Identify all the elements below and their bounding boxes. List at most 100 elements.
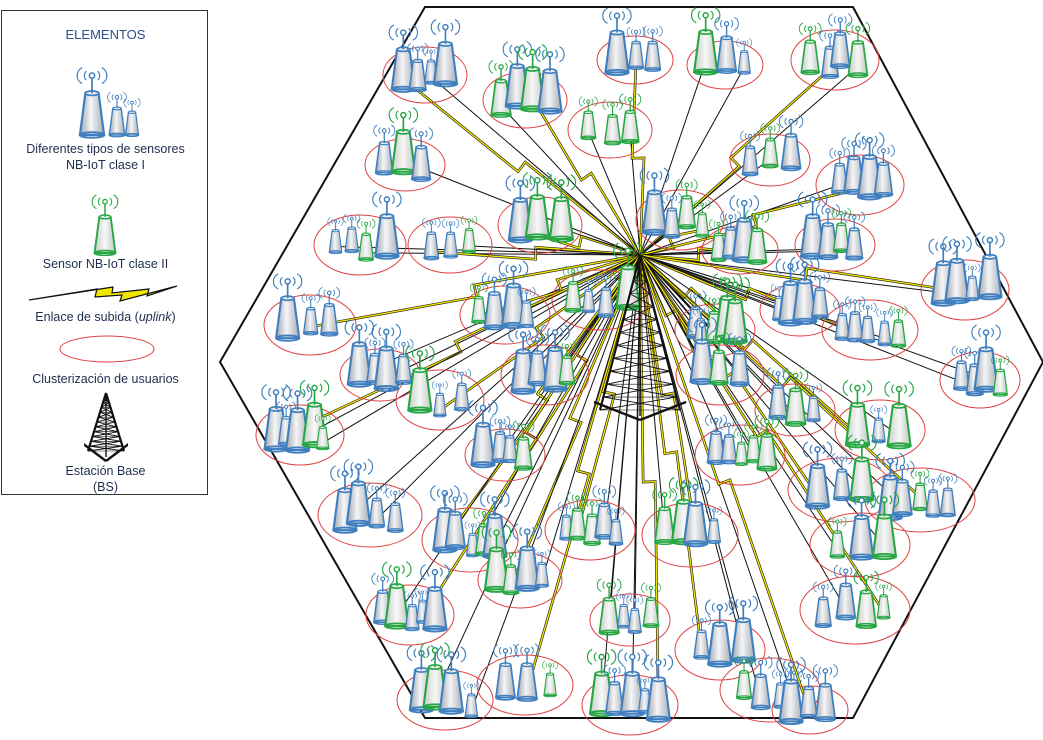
class1-sensor-icon	[512, 523, 542, 592]
uplink-line	[322, 254, 641, 444]
class1-sensor-icon	[705, 505, 723, 544]
uplink-line	[639, 158, 771, 256]
class2-sensor-icon	[91, 194, 119, 256]
class1-sensor-icon	[789, 256, 820, 325]
class1-sensor-icon	[890, 460, 915, 518]
uplink-line	[470, 254, 641, 711]
class2-sensor-icon	[675, 178, 698, 230]
class1-sensor-icon	[422, 217, 441, 261]
class2-sensor-icon	[522, 172, 553, 241]
class1-sensor-icon	[420, 564, 450, 633]
class1-sensor-icon	[463, 681, 480, 719]
cluster-ring	[459, 285, 551, 345]
class2-sensor-icon	[720, 276, 750, 345]
legend-bs-line1: Estación Base	[65, 464, 146, 478]
class1-sensor-icon	[442, 492, 468, 551]
cluster-ring	[589, 593, 671, 647]
class2-sensor-icon	[847, 434, 877, 503]
uplink-line	[376, 254, 641, 520]
class1-sensor-icon	[385, 487, 406, 533]
class1-sensor-icon	[107, 91, 127, 138]
cluster-ring-icon	[59, 335, 155, 363]
class2-sensor-icon	[557, 340, 577, 386]
cluster-ring	[771, 685, 849, 735]
class1-sensor-icon	[318, 286, 340, 337]
class2-sensor-icon	[828, 516, 847, 559]
class1-sensor-icon	[942, 235, 972, 305]
cluster-ring	[551, 269, 649, 331]
class1-sensor-icon	[642, 25, 663, 72]
class2-sensor-icon	[619, 93, 642, 145]
class2-sensor-icon	[694, 199, 711, 238]
cluster-ring	[834, 399, 926, 461]
class1-sensor-icon	[833, 564, 858, 621]
class2-sensor-icon	[602, 98, 623, 146]
class2-sensor-icon	[563, 265, 584, 313]
uplink-line	[639, 254, 730, 456]
class1-sensor-icon	[643, 654, 674, 723]
cluster-ring	[815, 154, 905, 216]
uplink-line	[297, 254, 641, 441]
uplink-line	[494, 254, 641, 546]
class2-sensor-icon	[884, 380, 914, 450]
uplink-line	[434, 254, 641, 697]
uplink-line	[366, 252, 641, 256]
class1-sensor-icon	[845, 296, 866, 343]
class2-sensor-icon	[798, 22, 822, 76]
class2-sensor-icon	[875, 582, 892, 620]
class1-sensor-icon	[441, 218, 460, 259]
class1-sensor-icon	[964, 263, 981, 302]
class1-sensor-icon	[367, 482, 387, 529]
lattice-tower-icon	[593, 254, 687, 422]
class1-sensor-icon	[468, 399, 498, 469]
legend-cluster-label: Clusterización de usuarios	[32, 372, 179, 386]
class2-sensor-icon	[596, 578, 622, 636]
class1-sensor-icon	[776, 656, 806, 726]
class2-sensor-icon	[842, 379, 873, 449]
sensors	[261, 7, 1010, 726]
class2-sensor-icon	[690, 7, 721, 76]
class1-sensor-icon	[517, 286, 536, 329]
class2-sensor-icon	[460, 215, 478, 254]
base-station	[593, 254, 687, 422]
legend-sensors-line2: NB-IoT clase I	[66, 158, 145, 172]
class1-sensor-icon	[388, 24, 419, 93]
class2-sensor-icon	[470, 282, 488, 325]
class2-sensor-icon	[578, 96, 598, 141]
class1-sensor-icon	[805, 383, 822, 423]
class2-sensor-icon	[760, 123, 780, 169]
cluster-ring	[395, 369, 485, 431]
class1-sensor-icon	[797, 191, 828, 260]
cluster-ring	[421, 507, 519, 573]
uplink-line	[430, 76, 641, 256]
cluster-ring	[790, 29, 880, 91]
class2-sensor-icon	[405, 345, 435, 414]
class1-sensor-icon	[409, 127, 433, 182]
cluster-ring	[635, 189, 725, 251]
cluster-ring	[407, 216, 493, 274]
class1-sensor-icon	[870, 405, 887, 444]
cluster-ring	[567, 101, 653, 159]
class1-sensor-icon	[704, 599, 735, 668]
class2-sensor-icon	[754, 414, 780, 472]
class2-sensor-icon	[542, 660, 558, 698]
class1-sensor-icon	[858, 302, 877, 344]
class1-sensor-icon	[493, 644, 518, 701]
cell-hexagon	[218, 6, 1043, 719]
uplink-italic: uplink	[138, 310, 172, 324]
legend-sensors-line1: Diferentes tipos de sensores	[26, 142, 185, 156]
cluster-ring	[920, 259, 1010, 321]
class1-sensor-icon	[371, 323, 402, 393]
class1-sensor-icon	[749, 655, 773, 711]
class2-sensor-icon	[707, 332, 731, 386]
cluster-ring	[255, 404, 345, 466]
class1-sensor-icon	[327, 217, 344, 255]
class1-sensors-icon	[76, 67, 141, 139]
class1-sensor-icon	[533, 549, 551, 588]
class2-sensor-icon	[853, 570, 879, 629]
class2-sensor-icon	[501, 549, 521, 596]
class2-sensor-icon	[709, 218, 728, 263]
class2-sensor-icon	[652, 487, 677, 546]
legend-class2-label: Sensor NB-IoT clase II	[42, 257, 169, 271]
